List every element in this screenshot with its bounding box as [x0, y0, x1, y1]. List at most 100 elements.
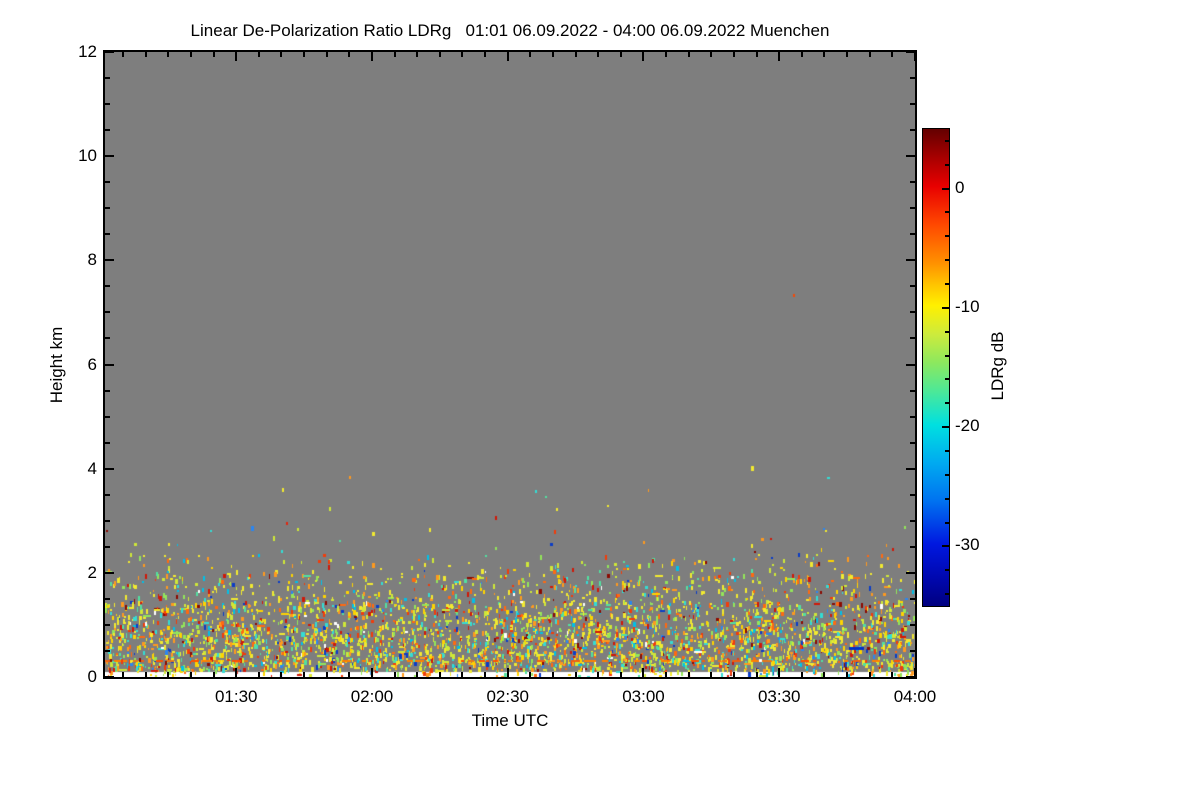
y-minor-tick — [105, 129, 110, 131]
y-major-tick — [105, 572, 114, 574]
y-minor-tick — [105, 546, 110, 548]
colorbar-major-tick — [942, 188, 949, 190]
y-minor-tick — [105, 207, 110, 209]
x-minor-tick — [326, 52, 328, 57]
x-minor-tick — [529, 672, 531, 677]
x-minor-tick — [688, 672, 690, 677]
y-minor-tick — [105, 442, 110, 444]
x-minor-tick — [552, 52, 554, 57]
x-minor-tick — [529, 52, 531, 57]
colorbar-major-tick — [942, 545, 949, 547]
x-minor-tick — [846, 672, 848, 677]
y-minor-tick — [105, 650, 110, 652]
x-major-tick — [371, 668, 373, 677]
y-tick-label: 4 — [87, 458, 97, 478]
x-minor-tick — [348, 52, 350, 57]
y-minor-tick — [105, 494, 110, 496]
y-minor-tick — [910, 390, 915, 392]
x-minor-tick — [190, 52, 192, 57]
colorbar-label: LDRg dB — [988, 331, 1007, 401]
y-minor-tick — [910, 494, 915, 496]
colorbar-minor-tick — [945, 402, 949, 404]
y-minor-tick — [105, 285, 110, 287]
x-minor-tick — [869, 672, 871, 677]
x-minor-tick — [439, 52, 441, 57]
y-minor-tick — [910, 207, 915, 209]
x-minor-tick — [733, 52, 735, 57]
y-major-tick — [906, 364, 915, 366]
y-minor-tick — [105, 520, 110, 522]
y-minor-tick — [910, 624, 915, 626]
y-minor-tick — [105, 77, 110, 79]
x-minor-tick — [394, 672, 396, 677]
x-minor-tick — [575, 672, 577, 677]
y-tick-label: 6 — [87, 354, 97, 374]
colorbar-minor-tick — [945, 498, 949, 500]
x-major-tick — [371, 52, 373, 61]
y-major-tick — [105, 364, 114, 366]
colorbar-minor-tick — [945, 522, 949, 524]
x-minor-tick — [348, 672, 350, 677]
x-minor-tick — [167, 52, 169, 57]
y-minor-tick — [105, 103, 110, 105]
x-minor-tick — [710, 672, 712, 677]
x-major-tick — [235, 52, 237, 61]
x-minor-tick — [484, 52, 486, 57]
colorbar-minor-tick — [945, 569, 949, 571]
x-minor-tick — [258, 52, 260, 57]
y-minor-tick — [910, 103, 915, 105]
y-tick-label: 12 — [78, 42, 97, 61]
x-minor-tick — [280, 672, 282, 677]
x-tick-label: 03:30 — [757, 687, 801, 706]
y-major-tick — [105, 51, 114, 53]
x-axis-label: Time UTC — [471, 711, 549, 730]
y-tick-label: 0 — [87, 667, 97, 686]
y-minor-tick — [910, 311, 915, 313]
y-minor-tick — [105, 233, 110, 235]
y-major-tick — [906, 155, 915, 157]
x-minor-tick — [461, 672, 463, 677]
x-minor-tick — [823, 672, 825, 677]
x-minor-tick — [756, 52, 758, 57]
colorbar-minor-tick — [945, 259, 949, 261]
y-minor-tick — [910, 233, 915, 235]
x-minor-tick — [597, 52, 599, 57]
colorbar-minor-tick — [945, 235, 949, 237]
x-minor-tick — [122, 672, 124, 677]
x-minor-tick — [620, 52, 622, 57]
plot-area — [103, 50, 917, 679]
x-minor-tick — [167, 672, 169, 677]
x-minor-tick — [665, 672, 667, 677]
x-minor-tick — [122, 52, 124, 57]
x-minor-tick — [326, 672, 328, 677]
colorbar-minor-tick — [945, 331, 949, 333]
y-tick-label: 10 — [78, 146, 97, 166]
y-major-tick — [105, 468, 114, 470]
y-minor-tick — [910, 546, 915, 548]
x-minor-tick — [394, 52, 396, 57]
y-major-tick — [906, 676, 915, 678]
x-minor-tick — [484, 672, 486, 677]
x-major-tick — [507, 52, 509, 61]
x-minor-tick — [213, 672, 215, 677]
y-major-tick — [906, 468, 915, 470]
y-minor-tick — [910, 337, 915, 339]
y-minor-tick — [105, 311, 110, 313]
x-minor-tick — [416, 672, 418, 677]
x-minor-tick — [891, 672, 893, 677]
x-minor-tick — [258, 672, 260, 677]
x-major-tick — [235, 668, 237, 677]
x-minor-tick — [552, 672, 554, 677]
x-minor-tick — [575, 52, 577, 57]
y-tick-label: 8 — [87, 250, 97, 270]
x-minor-tick — [688, 52, 690, 57]
y-minor-tick — [910, 285, 915, 287]
colorbar-tick-label: -30 — [955, 535, 980, 555]
x-minor-tick — [461, 52, 463, 57]
x-minor-tick — [733, 672, 735, 677]
y-tick-label: 2 — [87, 562, 97, 582]
x-minor-tick — [597, 672, 599, 677]
x-tick-label: 02:00 — [350, 687, 394, 706]
x-minor-tick — [145, 52, 147, 57]
colorbar-minor-tick — [945, 378, 949, 380]
